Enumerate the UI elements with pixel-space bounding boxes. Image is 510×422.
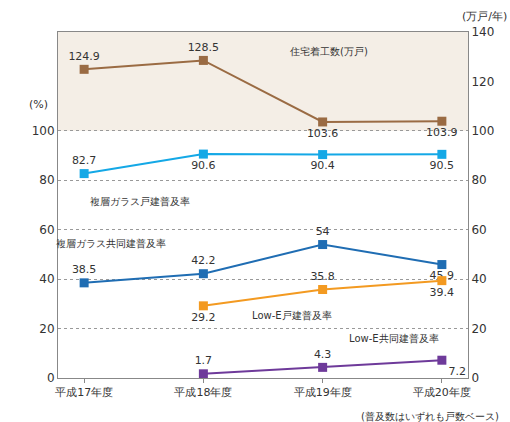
- svg-text:42.2: 42.2: [191, 254, 216, 267]
- svg-text:平成18年度: 平成18年度: [174, 386, 232, 399]
- svg-text:20: 20: [39, 322, 54, 336]
- svg-text:124.9: 124.9: [68, 50, 100, 63]
- svg-text:60: 60: [39, 223, 54, 237]
- svg-text:54: 54: [316, 225, 330, 238]
- svg-text:平成17年度: 平成17年度: [55, 386, 113, 399]
- svg-text:140: 140: [471, 25, 494, 39]
- svg-text:住宅着工数(万戸): 住宅着工数(万戸): [290, 46, 368, 57]
- svg-text:40: 40: [39, 272, 54, 286]
- svg-text:100: 100: [471, 124, 494, 138]
- svg-text:複層ガラス共同建普及率: 複層ガラス共同建普及率: [56, 238, 166, 249]
- svg-text:平成20年度: 平成20年度: [413, 386, 471, 399]
- svg-text:35.8: 35.8: [310, 270, 335, 283]
- svg-text:7.2: 7.2: [448, 365, 466, 378]
- svg-text:90.5: 90.5: [430, 159, 455, 172]
- svg-text:90.4: 90.4: [310, 159, 335, 172]
- svg-text:38.5: 38.5: [72, 263, 97, 276]
- svg-text:29.2: 29.2: [191, 311, 216, 324]
- svg-text:82.7: 82.7: [72, 154, 97, 167]
- svg-text:45.9: 45.9: [430, 269, 455, 282]
- svg-text:40: 40: [471, 272, 486, 286]
- svg-text:平成19年度: 平成19年度: [294, 386, 352, 399]
- svg-text:103.9: 103.9: [426, 126, 458, 139]
- svg-text:103.6: 103.6: [307, 127, 339, 140]
- svg-text:0: 0: [471, 371, 479, 385]
- svg-text:39.4: 39.4: [430, 286, 455, 299]
- svg-text:(%): (%): [29, 98, 48, 111]
- svg-text:(万戸/年): (万戸/年): [462, 10, 507, 23]
- svg-text:80: 80: [39, 173, 54, 187]
- svg-text:4.3: 4.3: [314, 348, 332, 361]
- svg-text:複層ガラス戸建普及率: 複層ガラス戸建普及率: [90, 196, 190, 207]
- svg-text:120: 120: [471, 75, 494, 89]
- svg-text:Low-E戸建普及率: Low-E戸建普及率: [252, 310, 332, 321]
- svg-text:100: 100: [32, 124, 55, 138]
- svg-text:20: 20: [471, 322, 486, 336]
- svg-text:Low-E共同建普及率: Low-E共同建普及率: [349, 333, 439, 344]
- svg-text:0: 0: [47, 371, 55, 385]
- svg-text:90.6: 90.6: [191, 159, 216, 172]
- svg-text:(普及数はいずれも戸数ベース): (普及数はいずれも戸数ベース): [361, 411, 499, 422]
- svg-text:60: 60: [471, 223, 486, 237]
- svg-text:80: 80: [471, 173, 486, 187]
- svg-text:128.5: 128.5: [188, 41, 220, 54]
- svg-text:1.7: 1.7: [195, 354, 213, 367]
